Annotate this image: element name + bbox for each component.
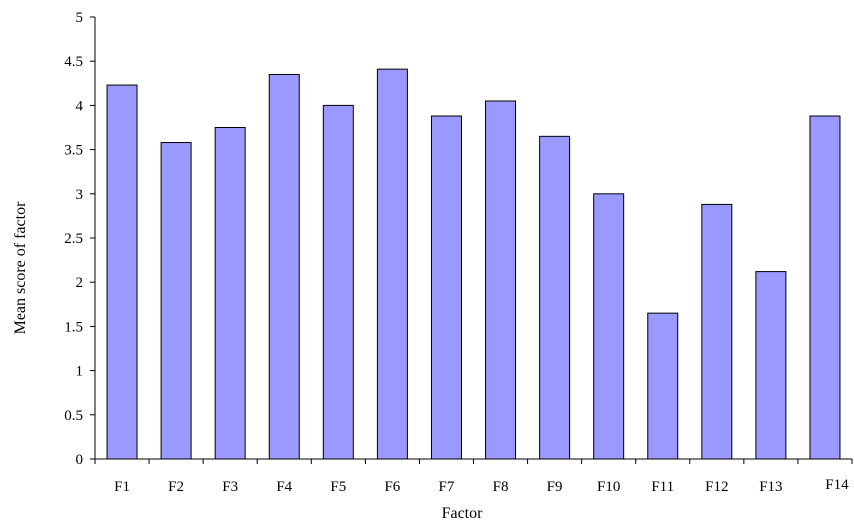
y-tick-label: 2 <box>76 275 84 291</box>
x-tick-label: F7 <box>439 479 455 495</box>
y-tick-label: 0 <box>76 452 84 468</box>
bar-f13 <box>755 271 787 460</box>
x-tick-label: F8 <box>493 479 509 495</box>
x-tick-label: F5 <box>330 479 346 495</box>
bar-f10 <box>593 193 625 460</box>
y-tick-label: 0.5 <box>64 408 83 424</box>
bar-f6 <box>376 68 408 460</box>
bar-f1 <box>106 84 138 460</box>
bar-f7 <box>430 115 462 460</box>
y-tick-label: 5 <box>76 10 84 26</box>
bar-f3 <box>214 127 246 460</box>
y-tick-label: 3 <box>76 187 84 203</box>
x-tick-label: F2 <box>168 479 184 495</box>
y-tick-label: 1.5 <box>64 319 83 335</box>
y-tick-label: 4.5 <box>64 54 83 70</box>
x-tick-label: F1 <box>114 479 130 495</box>
x-tick-label: F4 <box>276 479 292 495</box>
bars-group <box>106 68 841 460</box>
y-tick-label: 2.5 <box>64 231 83 247</box>
x-tick-label: F12 <box>705 479 728 495</box>
y-axis-label: Mean score of factor <box>12 201 29 334</box>
x-ticks-group: F1 F2 F3 F4 F5 F6 F7 F8 F9 F10 F11 F12 F13 F14 <box>94 459 853 495</box>
x-tick-label: F3 <box>222 479 238 495</box>
bar-f4 <box>268 73 300 460</box>
bar-f12 <box>701 203 733 460</box>
x-axis-label: Factor <box>442 505 484 522</box>
x-tick-label: F14 <box>825 477 849 493</box>
bar-f5 <box>322 104 354 460</box>
bar-f11 <box>647 312 679 460</box>
x-tick-label: F13 <box>759 479 782 495</box>
bar-f2 <box>160 142 192 460</box>
x-tick-label: F9 <box>547 479 563 495</box>
y-tick-label: 1 <box>76 364 84 380</box>
x-tick-label: F6 <box>384 479 400 495</box>
bar-f9 <box>539 135 571 460</box>
y-ticks-group: 0 0.5 1 1.5 2 2.5 3 3.5 4 4.5 5 <box>64 10 95 468</box>
bar-f14 <box>809 115 841 460</box>
y-tick-label: 3.5 <box>64 143 83 159</box>
y-tick-label: 4 <box>76 98 84 114</box>
bar-f8 <box>485 100 517 460</box>
x-tick-label: F10 <box>597 479 620 495</box>
x-tick-label: F11 <box>651 479 674 495</box>
